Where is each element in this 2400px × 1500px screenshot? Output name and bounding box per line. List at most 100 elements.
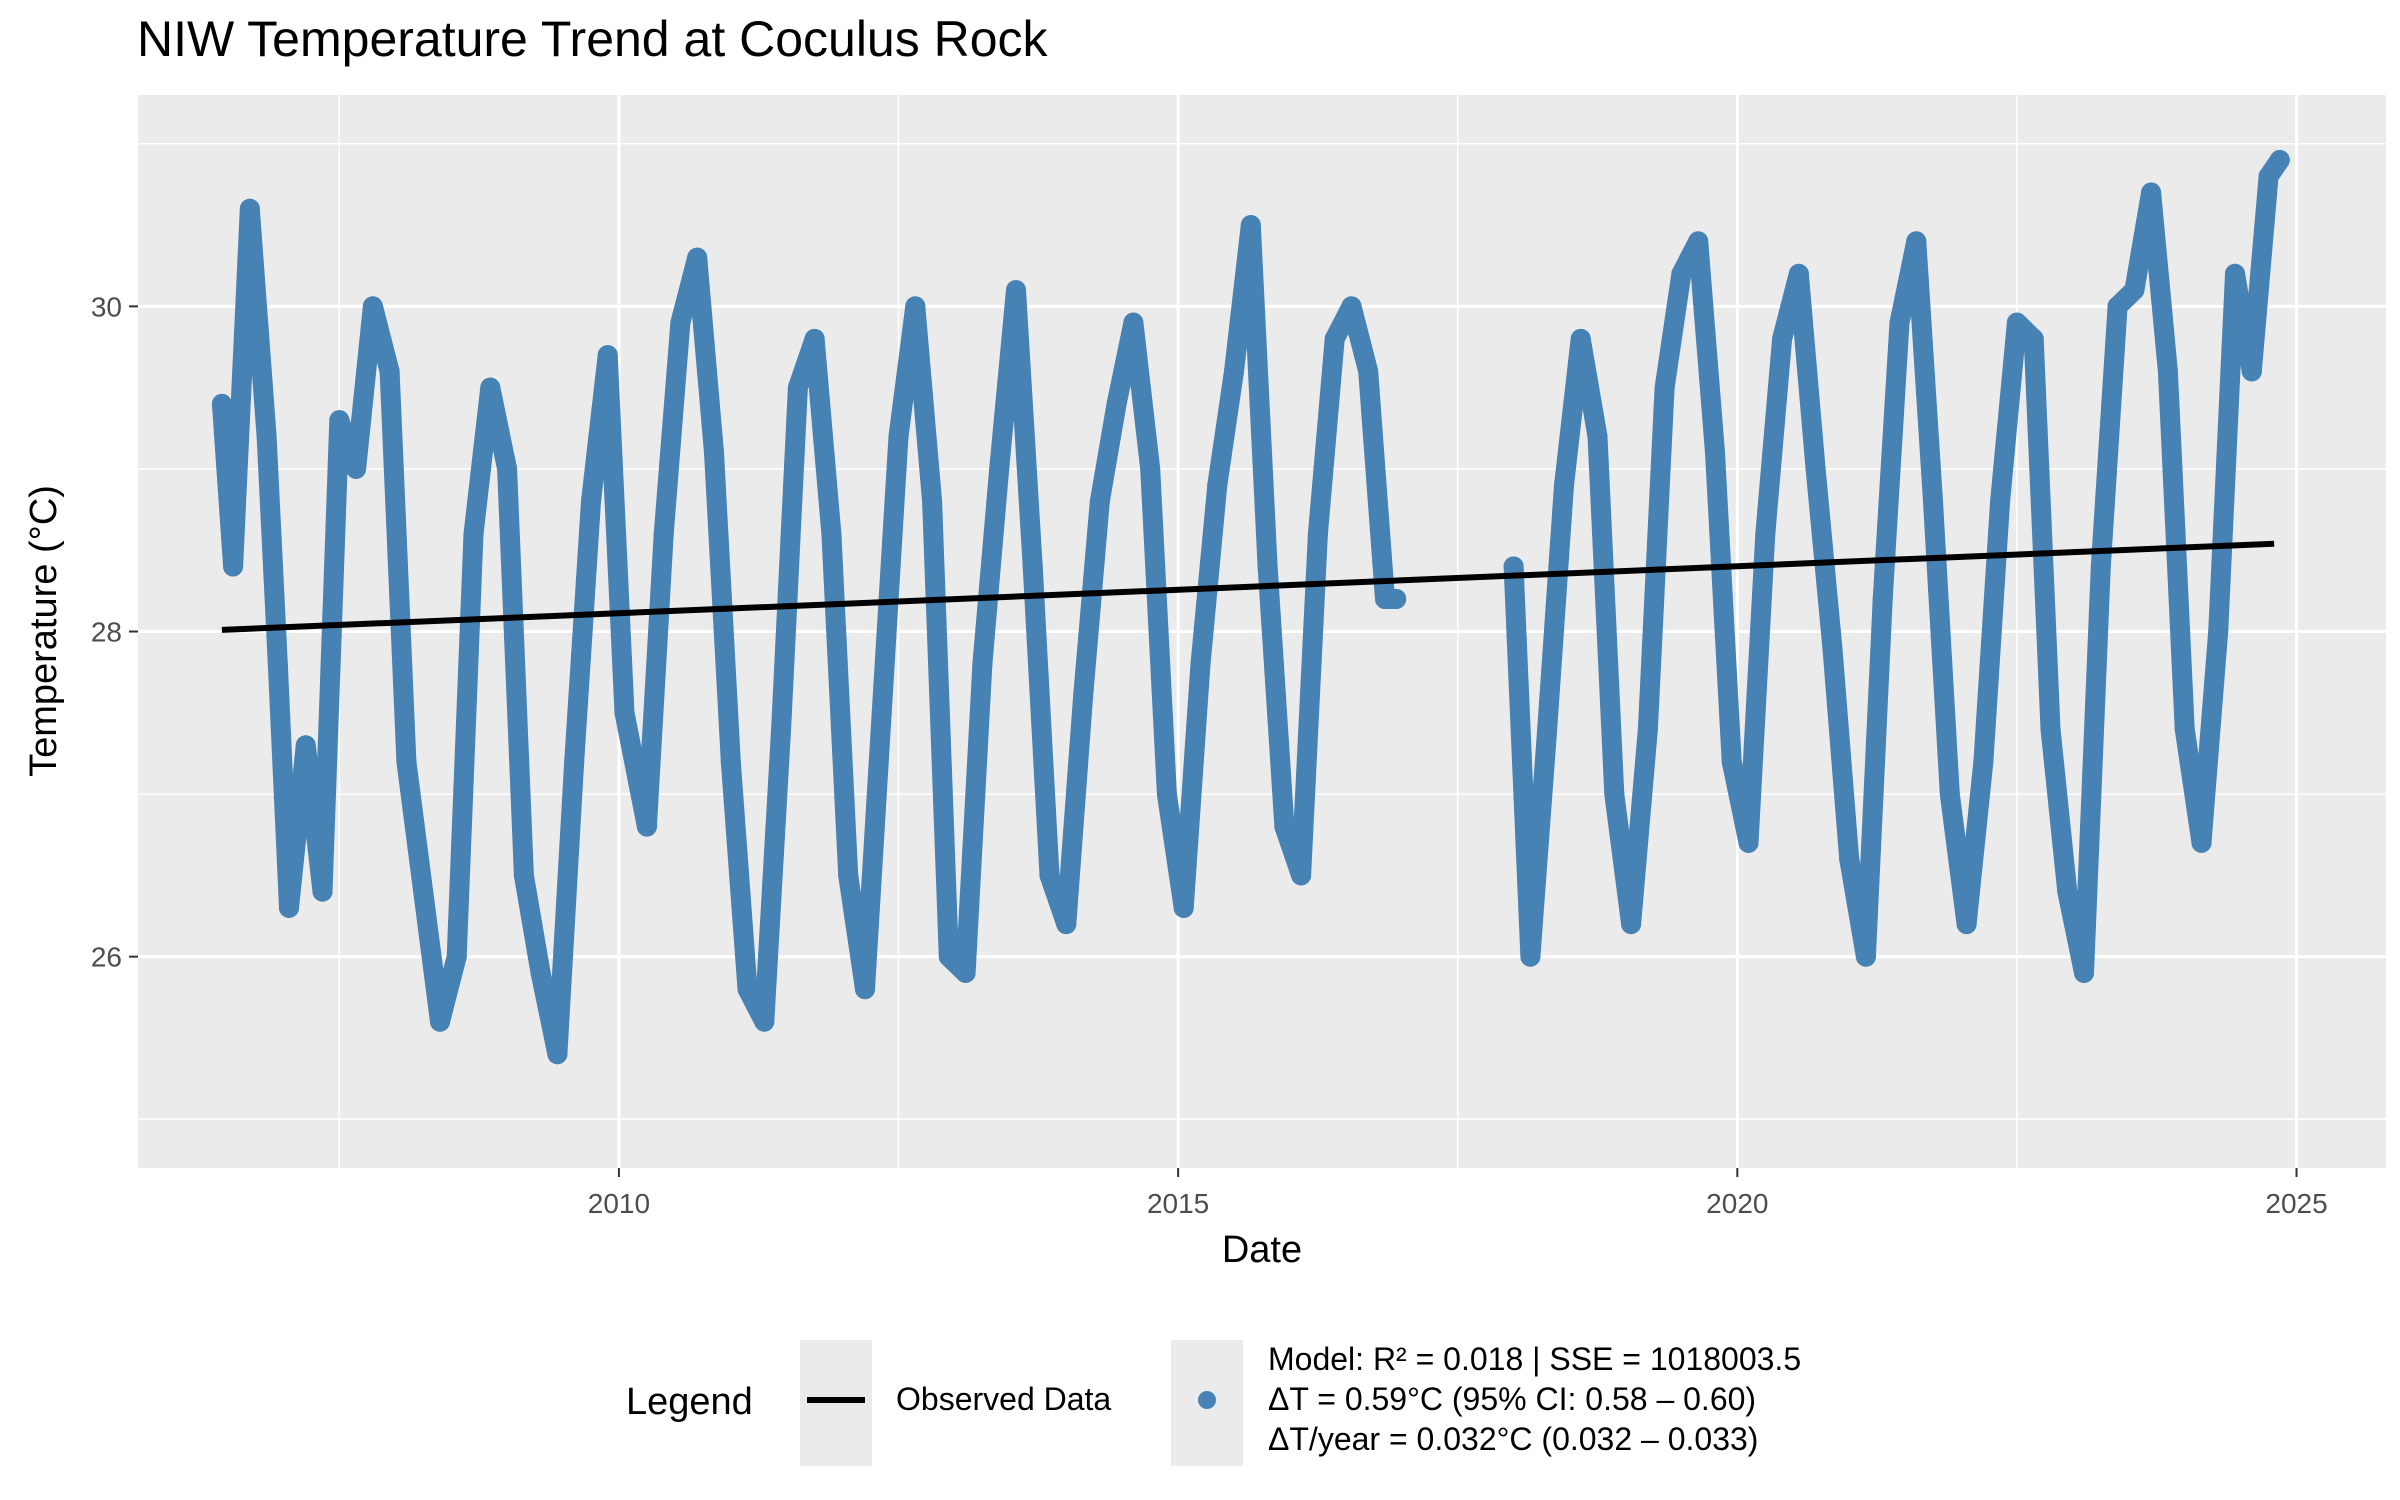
observed-data-point: [1190, 654, 1211, 675]
observed-data-point: [1688, 231, 1709, 252]
observed-data-point: [1889, 312, 1910, 333]
observed-data-point: [2258, 166, 2279, 187]
observed-data-point: [1553, 475, 1574, 496]
observed-data-point: [1089, 491, 1110, 512]
observed-data-point: [211, 393, 232, 414]
observed-data-point: [396, 751, 417, 772]
observed-data-point: [2090, 556, 2111, 577]
observed-data-point: [564, 751, 585, 772]
x-tick-label: 2015: [1147, 1188, 1209, 1219]
x-tick-label: 2010: [588, 1188, 650, 1219]
observed-data-point: [804, 328, 825, 349]
observed-data-point: [1106, 393, 1127, 414]
observed-data-point: [1671, 263, 1692, 284]
observed-data-point: [413, 881, 434, 902]
observed-data-point: [614, 702, 635, 723]
x-axis-label: Date: [1222, 1229, 1302, 1271]
observed-data-point: [737, 979, 758, 1000]
observed-data-point: [1240, 215, 1261, 236]
observed-data-point: [2225, 263, 2246, 284]
observed-data-point: [1386, 588, 1407, 609]
observed-data-point: [239, 198, 260, 219]
y-tick-label: 28: [91, 617, 122, 648]
observed-data-point: [530, 962, 551, 983]
chart-title: NIW Temperature Trend at Coculus Rock: [137, 11, 1048, 67]
observed-data-point: [429, 1011, 450, 1032]
observed-data-point: [2006, 312, 2027, 333]
observed-data-point: [871, 702, 892, 723]
observed-data-point: [720, 751, 741, 772]
observed-data-point: [2191, 832, 2212, 853]
observed-data-point: [989, 458, 1010, 479]
observed-data-point: [1990, 491, 2011, 512]
observed-data-point: [278, 897, 299, 918]
observed-data-point: [597, 345, 618, 366]
observed-data-point: [480, 377, 501, 398]
observed-data-point: [267, 654, 288, 675]
observed-data-point: [1324, 328, 1345, 349]
observed-data-point: [329, 410, 350, 431]
observed-data-point: [1291, 865, 1312, 886]
observed-data-point: [1520, 946, 1541, 967]
observed-data-point: [223, 556, 244, 577]
observed-data-point: [1604, 784, 1625, 805]
legend-point-label-line-3: ΔT/year = 0.032°C (0.032 – 0.033): [1268, 1421, 1758, 1457]
observed-data-point: [1923, 491, 1944, 512]
observed-data-point: [854, 979, 875, 1000]
legend-point-label-line-1: Model: R² = 0.018 | SSE = 1018003.5: [1268, 1341, 1801, 1377]
legend-line-label: Observed Data: [896, 1381, 1111, 1417]
y-axis-label: Temperature (°C): [23, 485, 65, 777]
observed-data-point: [312, 881, 333, 902]
observed-data-point: [1721, 751, 1742, 772]
observed-data-point: [754, 1011, 775, 1032]
y-tick-label: 26: [91, 942, 122, 973]
observed-data-point: [1257, 556, 1278, 577]
observed-data-point: [547, 1044, 568, 1065]
observed-data-point: [1637, 719, 1658, 740]
observed-data-point: [1224, 361, 1245, 382]
observed-data-point: [1755, 523, 1776, 544]
observed-data-point: [1839, 849, 1860, 870]
observed-data-point: [1358, 361, 1379, 382]
observed-data-point: [2269, 150, 2290, 171]
observed-data-point: [362, 296, 383, 317]
observed-data-point: [1341, 296, 1362, 317]
legend: Legend Observed Data Model: R² = 0.018 |…: [626, 1340, 1801, 1466]
observed-data-point: [1073, 686, 1094, 707]
observed-data-point: [346, 458, 367, 479]
observed-data-point: [2241, 361, 2262, 382]
observed-data-point: [2023, 328, 2044, 349]
observed-data-point: [1822, 637, 1843, 658]
y-tick-label: 30: [91, 291, 122, 322]
observed-data-point: [1654, 377, 1675, 398]
observed-data-point: [1872, 588, 1893, 609]
observed-data-point: [938, 946, 959, 967]
observed-data-point: [1156, 784, 1177, 805]
observed-data-point: [670, 312, 691, 333]
observed-data-point: [1274, 816, 1295, 837]
observed-data-point: [1307, 523, 1328, 544]
observed-data-point: [1570, 328, 1591, 349]
observed-data-point: [838, 865, 859, 886]
observed-data-point: [1140, 458, 1161, 479]
observed-data-point: [1207, 475, 1228, 496]
observed-data-point: [922, 491, 943, 512]
x-tick-label: 2020: [1706, 1188, 1768, 1219]
observed-data-point: [653, 523, 674, 544]
observed-data-point: [379, 361, 400, 382]
observed-data-point: [580, 491, 601, 512]
observed-series-line: [211, 198, 1407, 1065]
observed-data-point: [888, 426, 909, 447]
observed-data-point: [1039, 865, 1060, 886]
observed-data-point: [2174, 719, 2195, 740]
observed-data-point: [2208, 621, 2229, 642]
observed-data-point: [295, 735, 316, 756]
observed-data-point: [1005, 280, 1026, 301]
observed-data-point: [2157, 361, 2178, 382]
observed-data-point: [2107, 296, 2128, 317]
observed-data-point: [1956, 914, 1977, 935]
observed-data-point: [446, 946, 467, 967]
observed-data-point: [955, 962, 976, 983]
observed-data-point: [1939, 784, 1960, 805]
